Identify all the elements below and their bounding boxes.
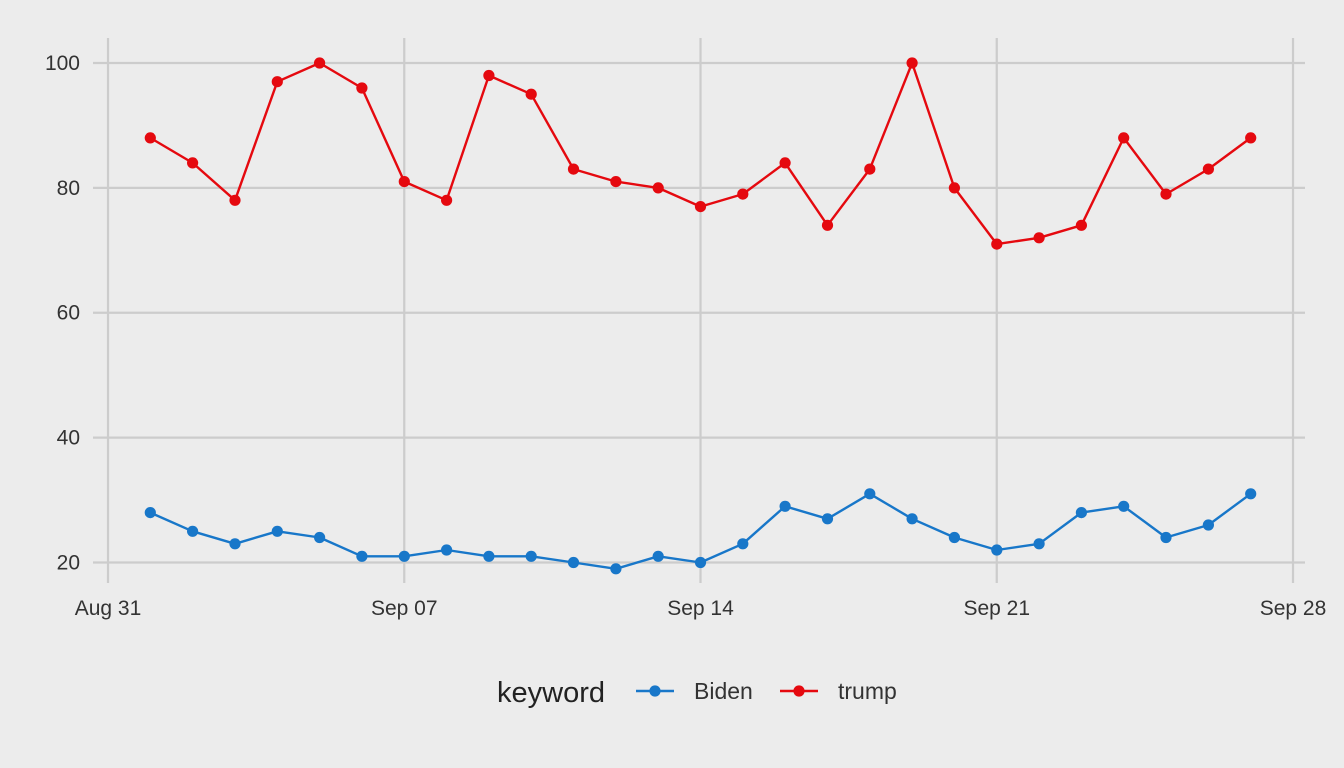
x-tick-label: Sep 21 (963, 597, 1030, 620)
data-point-biden (1160, 531, 1172, 544)
data-point-trump (144, 132, 156, 144)
data-point-trump (948, 182, 961, 194)
data-point-biden (1075, 506, 1087, 519)
data-point-biden (1245, 488, 1257, 500)
legend-key-trump-point (793, 685, 805, 697)
data-point-trump (1245, 132, 1257, 144)
y-tick-label: 60 (57, 302, 80, 325)
axes: 20 40 60 80 100 Aug 31 Sep 07 Sep 14 Sep 21 Sep 2… (45, 52, 1326, 620)
legend-key-biden-point (649, 685, 661, 697)
data-point-trump (1033, 232, 1045, 244)
legend-title: keyword (497, 677, 605, 709)
data-point-biden (821, 513, 834, 525)
data-point-biden (1202, 519, 1214, 531)
data-point-trump (652, 182, 664, 194)
data-point-trump (1202, 163, 1214, 175)
data-point-trump (821, 219, 834, 231)
series-group (144, 57, 1257, 575)
data-point-trump (441, 194, 453, 206)
data-point-trump (483, 69, 495, 82)
data-point-trump (356, 82, 368, 94)
legend: keyword Biden trump (497, 677, 897, 709)
data-point-trump (737, 188, 749, 200)
data-point-biden (525, 550, 537, 562)
data-point-biden (314, 531, 326, 544)
data-point-trump (906, 57, 918, 69)
x-tick-label: Sep 28 (1260, 597, 1327, 620)
data-point-trump (779, 157, 791, 169)
data-point-trump (864, 163, 876, 175)
data-point-biden (356, 550, 368, 562)
data-point-biden (737, 538, 749, 550)
x-tick-label: Sep 14 (667, 597, 734, 620)
data-point-biden (271, 525, 283, 537)
y-tick-label: 40 (57, 427, 80, 450)
data-point-biden (187, 525, 199, 537)
data-point-biden (694, 556, 707, 569)
data-point-trump (1160, 188, 1172, 200)
data-point-biden (948, 531, 961, 544)
data-point-biden (483, 550, 495, 562)
data-point-trump (1118, 132, 1130, 144)
data-point-biden (610, 563, 622, 575)
data-point-trump (610, 176, 622, 188)
data-point-trump (271, 76, 283, 88)
data-point-trump (694, 201, 707, 213)
data-point-biden (441, 544, 453, 556)
data-point-biden (652, 550, 664, 562)
data-point-biden (1033, 538, 1045, 550)
data-point-biden (567, 556, 580, 569)
y-tick-label: 20 (57, 552, 80, 575)
x-tick-label: Sep 07 (371, 597, 438, 620)
data-point-trump (398, 176, 410, 188)
data-point-trump (187, 157, 199, 169)
data-point-trump (991, 238, 1003, 250)
y-tick-label: 100 (45, 52, 80, 75)
data-point-biden (779, 500, 791, 512)
x-tick-label: Aug 31 (75, 597, 142, 620)
gridlines (93, 38, 1305, 575)
data-point-biden (991, 544, 1003, 556)
data-point-trump (525, 88, 537, 100)
data-point-biden (229, 538, 241, 550)
y-tick-label: 80 (57, 177, 80, 200)
data-point-trump (229, 194, 241, 206)
legend-label-trump: trump (838, 678, 897, 704)
data-point-biden (1118, 500, 1130, 512)
data-point-trump (567, 163, 580, 175)
data-point-biden (398, 550, 410, 562)
data-point-trump (1075, 219, 1087, 231)
data-point-trump (314, 57, 326, 69)
legend-label-biden: Biden (694, 678, 753, 704)
data-point-biden (864, 488, 876, 500)
data-point-biden (144, 506, 156, 519)
data-point-biden (906, 513, 918, 525)
